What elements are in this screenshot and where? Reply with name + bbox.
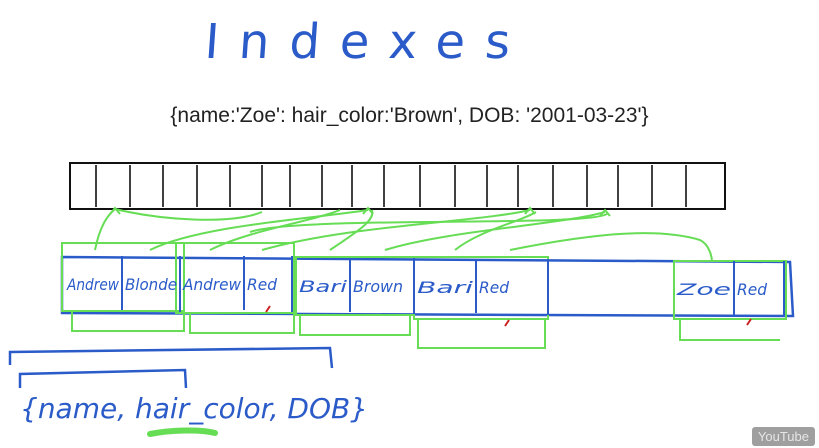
index-pointer-arrows <box>94 206 713 263</box>
index-entries: Andrew Blonde Andrew Red Bari Brown Bari Red Zoe… <box>66 256 785 317</box>
pointer-arrow <box>454 211 537 251</box>
group-bracket <box>299 315 411 336</box>
index-spec-text: {name, hair_color, DOB} <box>20 392 368 425</box>
pointer-arrow <box>384 211 606 251</box>
entry-name: Bari <box>417 278 474 297</box>
entry-name: Zoe <box>675 280 731 299</box>
entry-hair-color: Red <box>479 278 510 297</box>
index-entry: Andrew Blonde <box>66 256 181 312</box>
group-bracket <box>679 319 780 341</box>
group-bracket <box>417 319 546 349</box>
pointer-arrow <box>114 208 263 221</box>
color-underline <box>147 427 218 437</box>
document-example: {name:'Zoe': hair_color:'Brown', DOB: '2… <box>170 104 649 127</box>
group-bracket <box>673 260 787 320</box>
group-bracket <box>71 311 185 332</box>
entry-hair-color: Brown <box>353 277 403 296</box>
index-spec-bracket <box>8 346 334 389</box>
entry-hair-color: Blonde <box>125 275 177 294</box>
group-bracket <box>61 242 185 312</box>
entry-hair-color: Red <box>737 280 768 299</box>
group-bracket <box>175 242 295 314</box>
entry-name: Andrew <box>182 275 242 294</box>
pointer-arrow <box>149 209 369 251</box>
index-group-brackets <box>61 242 787 349</box>
entry-name: Bari <box>299 277 348 296</box>
index-entry: Zoe Red <box>675 261 785 317</box>
index-entry: Bari Brown <box>299 258 415 314</box>
group-bracket <box>189 313 295 334</box>
index-entry: Bari Red <box>417 259 549 315</box>
entry-hair-color: Red <box>247 275 278 294</box>
entry-name: Andrew <box>66 275 120 294</box>
red-marks <box>265 305 752 327</box>
pointer-arrow <box>509 232 713 263</box>
index-entry: Andrew Red <box>182 256 293 312</box>
storage-slot-dividers <box>95 165 687 207</box>
youtube-watermark: YouTube <box>751 427 815 446</box>
collection-storage-bar <box>69 162 726 210</box>
pointer-arrow <box>261 209 531 251</box>
pointer-arrow <box>249 212 609 233</box>
